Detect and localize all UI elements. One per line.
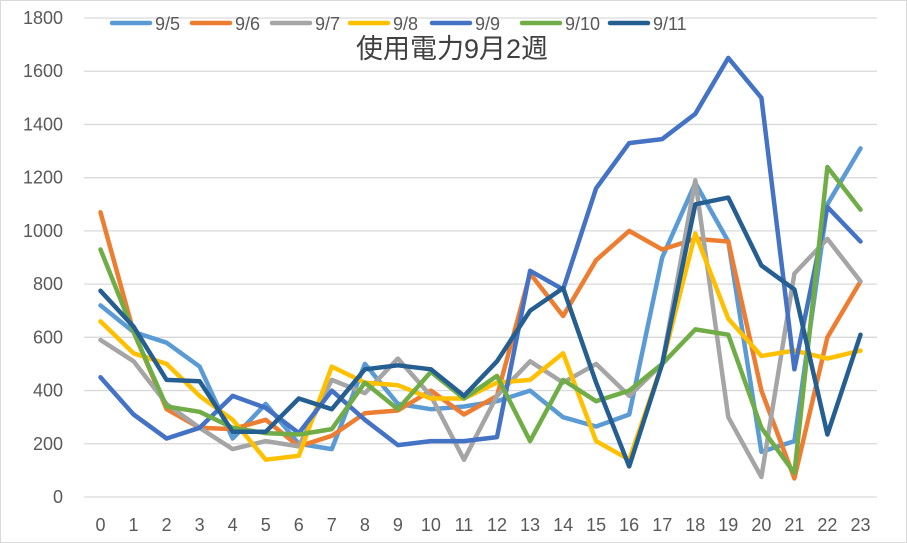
x-tick-label: 21: [784, 515, 804, 535]
x-tick-label: 18: [685, 515, 705, 535]
x-tick-label: 7: [327, 515, 337, 535]
x-tick-label: 2: [162, 515, 172, 535]
y-tick-label: 800: [33, 274, 63, 294]
legend-label: 9/8: [393, 14, 418, 34]
x-tick-label: 16: [619, 515, 639, 535]
series-line-9-11: [98, 195, 863, 469]
legend-label: 9/7: [315, 14, 340, 34]
x-tick-label: 15: [586, 515, 606, 535]
y-tick-label: 1600: [23, 61, 63, 81]
y-axis-ticks: 0 200 400 600 800 1000 1200 1400 1600 1800: [23, 8, 63, 507]
x-tick-label: 22: [817, 515, 837, 535]
x-tick-label: 6: [294, 515, 304, 535]
x-tick-label: 17: [652, 515, 672, 535]
x-axis-ticks: 0 1 2 3 4 5 6 7 8 9 10 11 12 13 14 15 16 17 18 19 20 21 22 23: [96, 515, 871, 535]
legend-item-9-9: 9/9: [429, 14, 500, 34]
x-tick-label: 1: [129, 515, 139, 535]
legend-label: 9/9: [475, 14, 500, 34]
y-tick-label: 200: [33, 434, 63, 454]
legend-item-9-8: 9/8: [347, 14, 418, 34]
x-tick-label: 8: [360, 515, 370, 535]
x-tick-label: 19: [718, 515, 738, 535]
x-tick-label: 12: [487, 515, 507, 535]
legend-label: 9/11: [653, 14, 687, 34]
legend-item-9-7: 9/7: [269, 14, 340, 34]
x-tick-label: 0: [96, 515, 106, 535]
legend-item-9-10: 9/10: [519, 14, 600, 34]
x-tick-label: 3: [195, 515, 205, 535]
x-tick-label: 23: [850, 515, 870, 535]
x-tick-label: 20: [751, 515, 771, 535]
legend: 9/5 9/6 9/7 9/8 9/9 9/10 9/11: [109, 14, 687, 34]
series-line-9-6: [98, 210, 863, 481]
series-line-9-9: [98, 55, 863, 448]
series-line-9-7: [98, 178, 863, 480]
chart-title: 使用電力9月2週: [356, 34, 548, 64]
x-tick-label: 9: [393, 515, 403, 535]
y-tick-label: 0: [53, 487, 63, 507]
y-tick-label: 1800: [23, 8, 63, 28]
x-tick-label: 11: [455, 515, 474, 535]
y-tick-label: 600: [33, 327, 63, 347]
y-tick-label: 1000: [23, 221, 63, 241]
y-tick-label: 400: [33, 381, 63, 401]
legend-item-9-5: 9/5: [109, 14, 180, 34]
y-tick-label: 1400: [23, 114, 63, 134]
y-tick-label: 1200: [23, 168, 63, 188]
legend-label: 9/10: [565, 14, 600, 34]
series-line-9-8: [98, 231, 863, 462]
x-tick-label: 10: [421, 515, 441, 535]
x-tick-label: 14: [553, 515, 573, 535]
legend-item-9-6: 9/6: [189, 14, 260, 34]
x-tick-label: 5: [261, 515, 271, 535]
series-lines: [98, 55, 863, 481]
legend-label: 9/5: [155, 14, 180, 34]
legend-label: 9/6: [235, 14, 260, 34]
legend-item-9-11: 9/11: [607, 14, 687, 34]
x-tick-label: 13: [520, 515, 540, 535]
x-tick-label: 4: [228, 515, 238, 535]
